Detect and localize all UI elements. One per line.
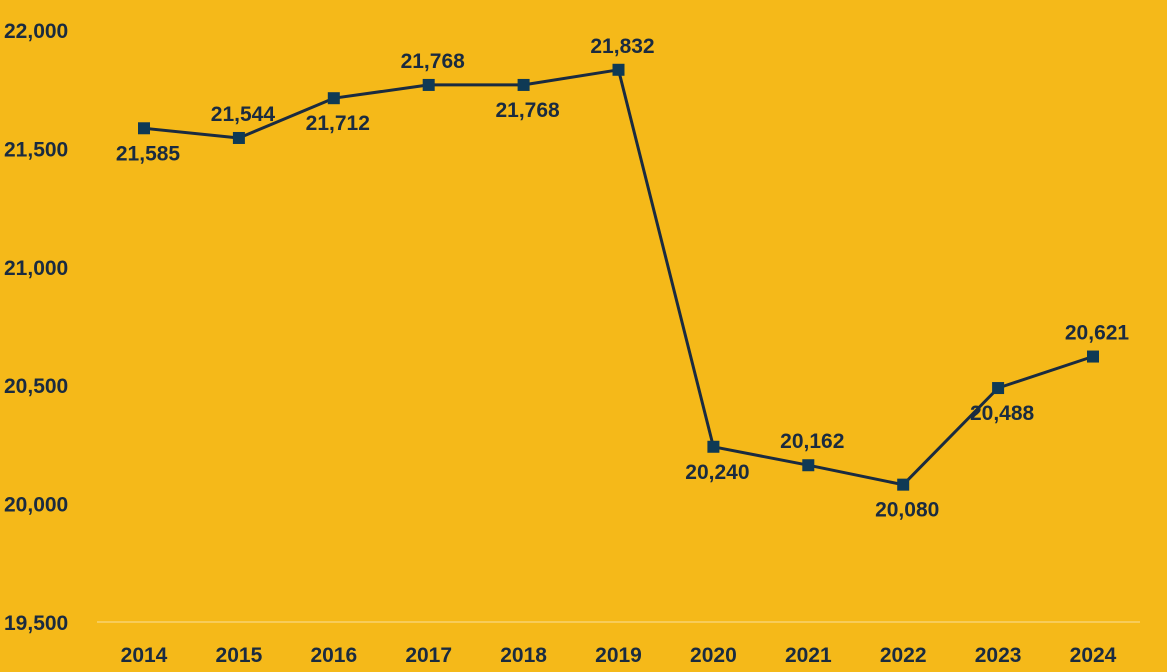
x-tick-label: 2017 xyxy=(405,644,452,667)
data-point-marker xyxy=(327,92,340,105)
data-label: 20,621 xyxy=(1065,322,1130,345)
data-point-marker xyxy=(138,122,150,135)
series-markers xyxy=(138,63,1099,491)
data-point-marker xyxy=(612,63,625,76)
series-line xyxy=(143,68,1094,487)
data-label: 20,488 xyxy=(970,402,1035,425)
data-label: 21,712 xyxy=(306,112,370,135)
y-tick-label: 21,000 xyxy=(4,257,68,280)
y-tick-label: 20,500 xyxy=(4,375,68,398)
y-axis-tick-labels: 19,500 20,000 20,500 21,000 21,500 22,000 xyxy=(4,20,68,635)
x-tick-label: 2019 xyxy=(595,644,642,667)
data-point-marker xyxy=(232,131,245,144)
x-tick-label: 2024 xyxy=(1070,644,1117,667)
data-point-marker xyxy=(422,78,435,91)
data-labels: 21,585 21,544 21,712 21,768 21,768 21,832 20,2… xyxy=(116,35,1130,522)
y-tick-label: 20,000 xyxy=(4,494,68,517)
x-tick-label: 2021 xyxy=(785,644,832,667)
x-tick-label: 2018 xyxy=(500,644,547,667)
data-label: 20,240 xyxy=(685,461,749,484)
x-tick-label: 2016 xyxy=(310,644,357,667)
x-tick-label: 2014 xyxy=(121,644,168,667)
data-point-marker xyxy=(992,382,1005,395)
data-label: 21,832 xyxy=(590,35,654,58)
x-tick-label: 2022 xyxy=(880,644,927,667)
data-label: 20,080 xyxy=(875,499,939,522)
data-label: 20,162 xyxy=(780,430,844,453)
data-label: 21,544 xyxy=(211,103,276,126)
y-tick-label: 21,500 xyxy=(4,138,68,161)
data-label: 21,768 xyxy=(495,99,560,122)
data-point-marker xyxy=(897,478,910,491)
data-point-marker xyxy=(707,440,720,453)
y-tick-label: 19,500 xyxy=(4,612,68,635)
data-label: 21,768 xyxy=(401,50,466,73)
data-point-marker xyxy=(1087,350,1099,363)
x-tick-label: 2020 xyxy=(690,644,737,667)
x-axis-tick-labels: 2014 2015 2016 2017 2018 2019 2020 2021 2022 2023… xyxy=(121,644,1117,667)
data-point-marker xyxy=(517,78,530,91)
x-tick-label: 2023 xyxy=(975,644,1022,667)
y-tick-label: 22,000 xyxy=(4,20,68,43)
data-point-marker xyxy=(802,459,815,472)
x-tick-label: 2015 xyxy=(216,644,263,667)
data-label: 21,585 xyxy=(116,142,181,165)
